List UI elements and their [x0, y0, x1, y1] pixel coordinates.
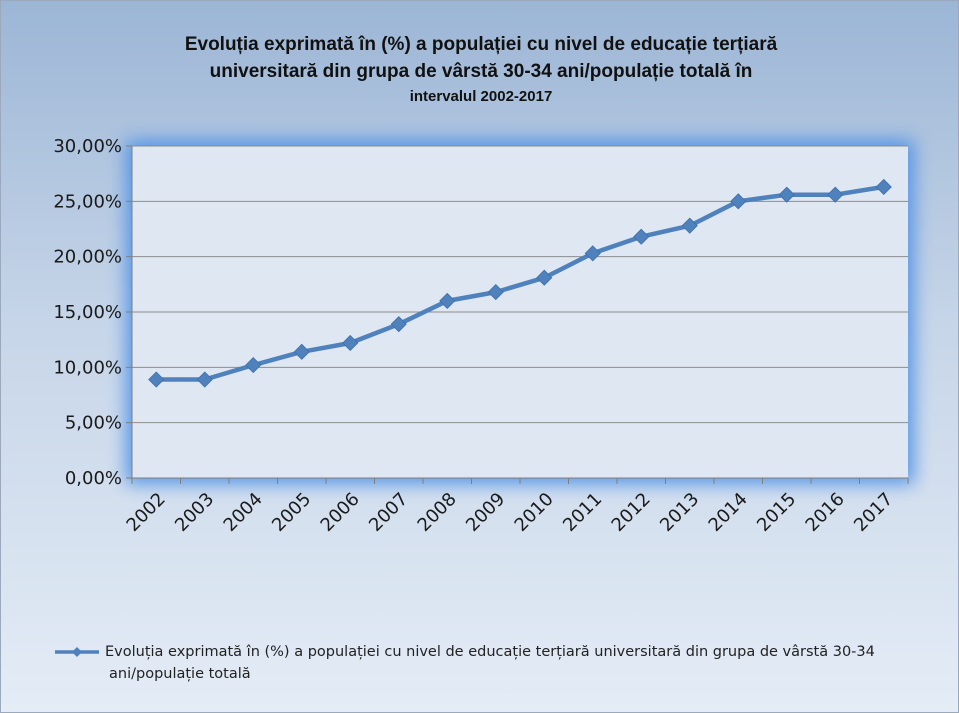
y-tick-label: 30,00%: [53, 136, 122, 157]
x-tick-label: 2014: [705, 489, 752, 536]
data-point: [487, 284, 504, 301]
x-tick-label: 2016: [802, 489, 849, 536]
chart-title-line-3: intervalul 2002-2017: [409, 88, 553, 105]
y-tick-label: 20,00%: [53, 247, 122, 268]
y-tick-label: 15,00%: [53, 302, 122, 323]
data-point: [536, 269, 553, 286]
data-point: [439, 292, 456, 309]
data-point: [730, 193, 747, 210]
x-tick-label: 2004: [220, 489, 267, 536]
x-tick-label: 2003: [171, 489, 218, 536]
series-line: [154, 184, 887, 382]
x-tick-label: 2010: [511, 489, 558, 536]
x-tick-label: 2009: [462, 489, 509, 536]
y-tick-label: 10,00%: [53, 357, 122, 378]
data-point: [342, 334, 359, 352]
data-point: [245, 357, 262, 374]
data-point: [148, 371, 165, 388]
x-tick-label: 2011: [559, 489, 606, 536]
x-tick-label: 2017: [850, 489, 897, 536]
legend-swatch: [55, 647, 99, 657]
y-tick-label: 25,00%: [53, 191, 122, 212]
x-tick-label: 2012: [608, 489, 655, 536]
legend-label: Evoluția exprimată în (%) a populației c…: [105, 644, 875, 682]
data-point: [875, 178, 892, 196]
data-point: [196, 371, 213, 388]
x-tick-label: 2007: [365, 489, 412, 536]
data-point: [390, 316, 407, 333]
data-point: [584, 245, 601, 262]
x-tick-label: 2013: [656, 489, 703, 536]
data-point: [827, 186, 844, 203]
data-point: [293, 343, 310, 360]
chart-title: Evoluția exprimată în (%) a populației c…: [41, 31, 921, 109]
legend: Evoluția exprimată în (%) a populației c…: [53, 641, 933, 685]
x-tick-label: 2005: [268, 489, 315, 536]
data-point: [681, 217, 698, 234]
x-tick-label: 2002: [123, 489, 170, 536]
chart-title-line-1: Evoluția exprimată în (%) a populației c…: [184, 34, 778, 55]
y-tick-label: 5,00%: [65, 413, 122, 434]
x-tick-label: 2006: [317, 489, 364, 536]
x-tick-label: 2015: [753, 489, 800, 536]
y-tick-label: 0,00%: [65, 468, 122, 489]
data-point: [778, 186, 795, 203]
chart-title-line-2: universitară din grupa de vârstă 30-34 a…: [209, 61, 753, 82]
x-tick-label: 2008: [414, 489, 461, 536]
legend-marker: [72, 647, 82, 657]
data-point: [633, 228, 650, 245]
